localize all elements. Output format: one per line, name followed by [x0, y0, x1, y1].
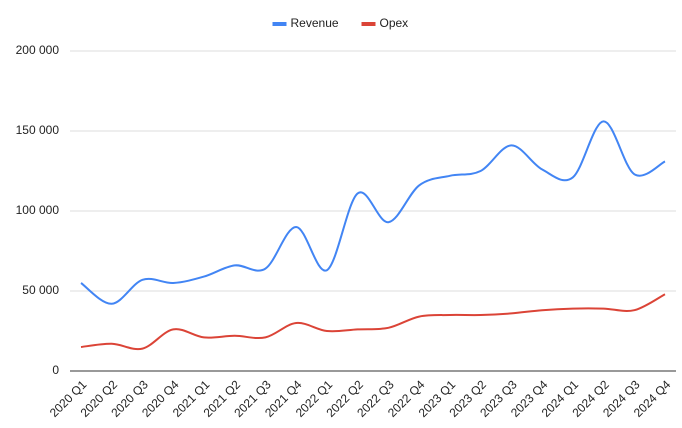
y-tick-label: 100 000 [16, 203, 60, 217]
y-tick-label: 50 000 [22, 283, 59, 297]
y-tick-label: 200 000 [16, 43, 60, 57]
line-series [80, 293, 666, 351]
legend-label: Opex [380, 16, 409, 30]
y-tick-label: 150 000 [16, 123, 60, 137]
line-series [80, 120, 666, 305]
y-tick-label: 0 [52, 363, 59, 377]
legend-label: Revenue [291, 16, 339, 30]
